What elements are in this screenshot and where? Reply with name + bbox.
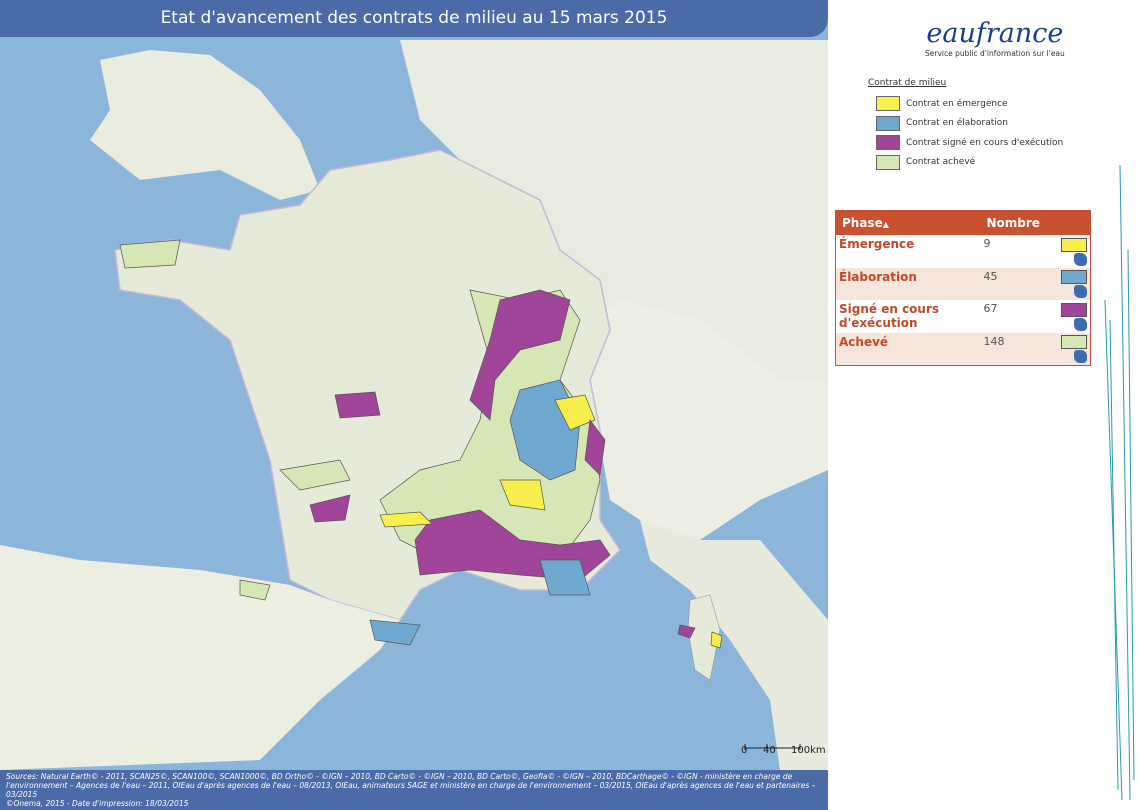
logo-tagline: Service public d'information sur l'eau — [925, 49, 1065, 58]
phase-cell: Élaboration — [835, 267, 981, 300]
count-cell: 148 — [980, 332, 1046, 366]
phase-swatch — [1061, 302, 1087, 317]
legend-item: Contrat signé en cours d'exécution — [868, 133, 1063, 153]
column-header: Phase▲ — [835, 210, 981, 235]
symbol-cell — [1046, 300, 1091, 333]
sort-icon[interactable]: ▲ — [882, 220, 889, 229]
scale-label: 100km — [791, 745, 826, 756]
legend-label: Contrat en émergence — [906, 98, 1008, 109]
zoom-icon[interactable] — [1074, 350, 1087, 363]
column-header: Nombre — [980, 210, 1046, 235]
zoom-icon[interactable] — [1074, 317, 1087, 331]
symbol-cell — [1046, 235, 1091, 268]
table-row[interactable]: Élaboration 45 — [835, 267, 1091, 300]
map — [0, 0, 828, 810]
legend-title: Contrat de milieu — [868, 78, 947, 88]
logo-name: eaufrance — [926, 18, 1064, 49]
legend-label: Contrat signé en cours d'exécution — [906, 137, 1064, 148]
phase-table: Phase▲ Nombre Émergence 9 Élaboration 45 Signé… — [835, 210, 1091, 366]
legend-item: Contrat en émergence — [868, 94, 1063, 114]
symbol-cell — [1045, 332, 1091, 366]
count-cell: 67 — [983, 302, 998, 315]
count-cell: 9 — [983, 237, 991, 250]
logo: eaufrance Service public d'information s… — [925, 18, 1065, 58]
table-row[interactable]: Émergence 9 — [836, 235, 1091, 268]
footer: Sources: Natural Earth© - 2011, SCAN25©,… — [0, 770, 828, 810]
scale-label: 0 — [741, 745, 748, 756]
legend: Contrat de milieu Contrat en émergence Co… — [868, 78, 1063, 172]
zoom-icon[interactable] — [1074, 285, 1087, 298]
legend-label: Contrat en élaboration — [906, 118, 1008, 129]
legend-item: Contrat en élaboration — [868, 114, 1063, 134]
phase-swatch — [1061, 270, 1087, 284]
phase-swatch — [1061, 237, 1087, 252]
phase-cell: Émergence — [839, 237, 915, 251]
scale-label: 40 — [763, 745, 776, 756]
source-text: ©Onema, 2015 - Date d'impression: 18/03/… — [6, 799, 189, 808]
decoration — [1104, 164, 1135, 801]
phase-cell: Signé en cours d'exécution — [839, 302, 940, 330]
zoom-icon[interactable] — [1074, 252, 1087, 266]
source-text: Sources: Natural Earth© - 2011, SCAN25©,… — [6, 772, 816, 799]
legend-swatch — [876, 96, 900, 112]
legend-label: Contrat achevé — [906, 157, 976, 168]
legend-swatch — [876, 154, 900, 170]
legend-item: Contrat achevé — [868, 153, 1063, 173]
table-row[interactable]: Achevé 148 — [835, 332, 1091, 366]
map-title: Etat d'avancement des contrats de milieu… — [0, 0, 828, 37]
count-cell: 45 — [980, 267, 1046, 300]
legend-swatch — [876, 115, 900, 131]
phase-swatch — [1061, 335, 1087, 349]
column-header — [1045, 210, 1091, 235]
symbol-cell — [1045, 267, 1091, 300]
legend-swatch — [876, 135, 900, 151]
phase-cell: Achevé — [835, 332, 981, 366]
table-row[interactable]: Signé en cours d'exécution 67 — [836, 300, 1091, 333]
